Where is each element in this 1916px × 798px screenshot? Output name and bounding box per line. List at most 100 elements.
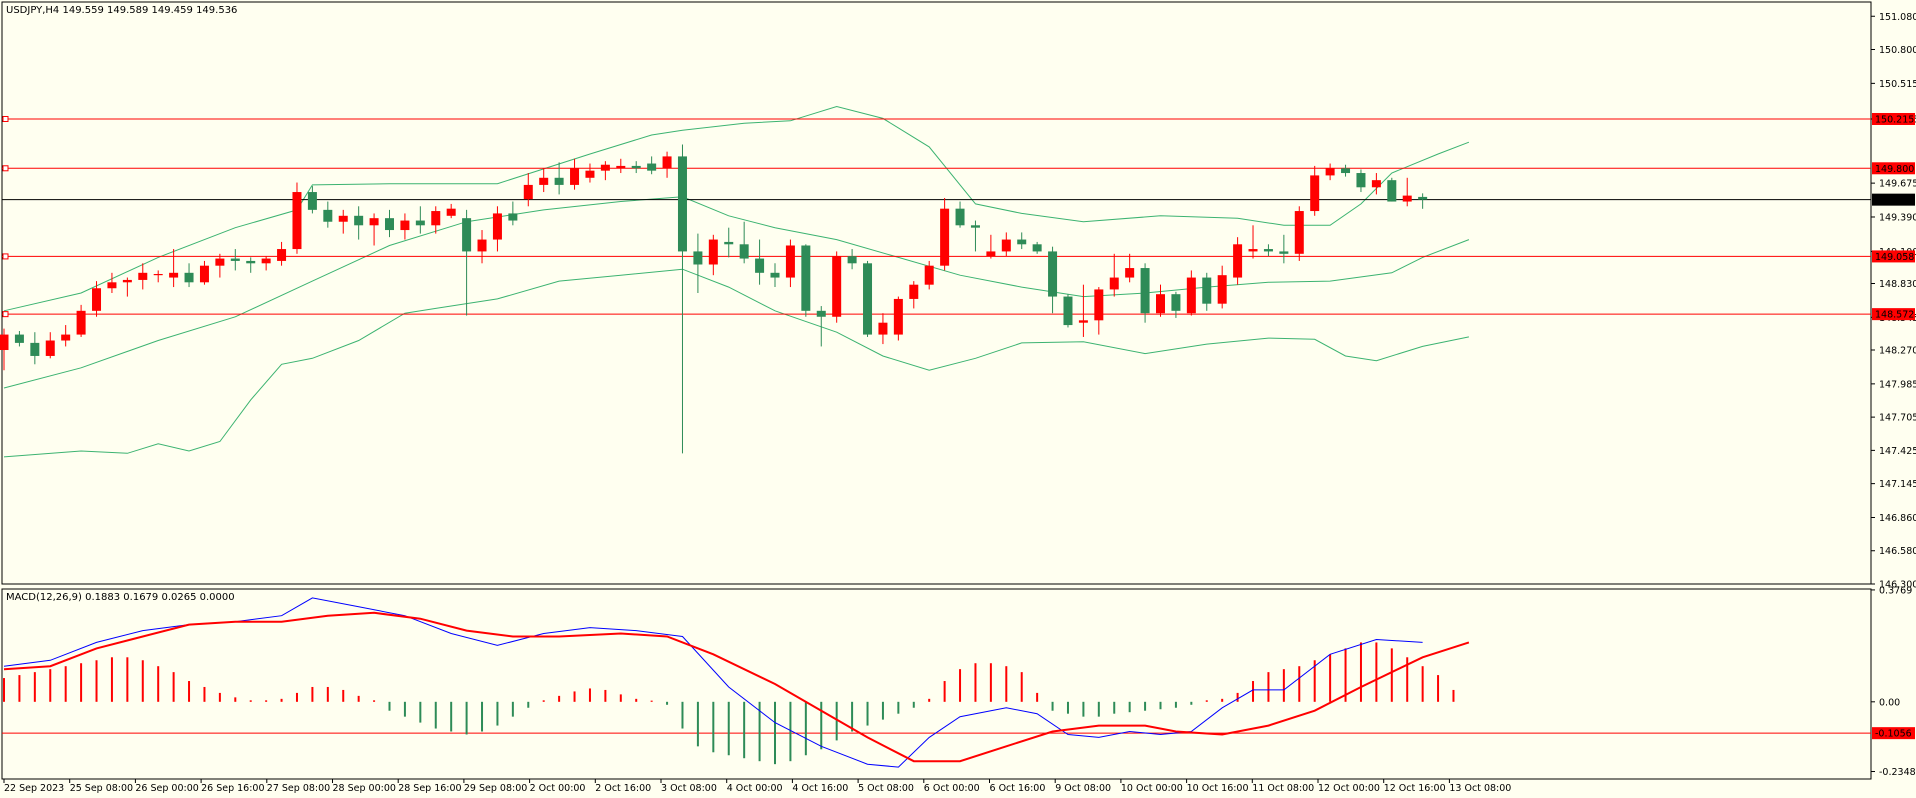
macd-title: MACD(12,26,9) 0.1883 0.1679 0.0265 0.000… — [6, 592, 235, 603]
price-chart-title: USDJPY,H4 149.559 149.589 149.459 149.53… — [6, 5, 237, 16]
candle-body — [1063, 296, 1073, 326]
time-axis-label: 5 Oct 08:00 — [858, 783, 914, 794]
level-price-label: 148.572 — [1875, 310, 1914, 321]
candle-body — [1233, 244, 1243, 278]
candle-body — [385, 218, 394, 231]
level-line-handle — [2, 311, 9, 318]
candle-body — [1387, 180, 1397, 202]
candle-body — [138, 272, 148, 280]
candle-body — [492, 213, 502, 240]
candle-body — [169, 272, 179, 278]
macd-panel-frame — [1, 588, 1872, 780]
candle-body — [970, 225, 980, 228]
candle-body — [184, 272, 194, 283]
candle-body — [0, 334, 9, 351]
time-axis-label: 3 Oct 08:00 — [661, 783, 717, 794]
candle-body — [45, 340, 55, 356]
candle-body — [539, 177, 549, 185]
time-axis-label: 4 Oct 00:00 — [727, 783, 783, 794]
candle-body — [30, 342, 40, 356]
level-price-label: 149.800 — [1875, 164, 1914, 175]
current-price-tag — [1872, 193, 1915, 206]
price-axis-label: 150.800 — [1879, 45, 1916, 56]
price-axis-label: 146.580 — [1879, 546, 1916, 557]
time-axis-label: 9 Oct 08:00 — [1055, 783, 1111, 794]
candle-body — [153, 273, 163, 276]
time-axis-label: 22 Sep 2023 — [4, 783, 64, 794]
candle-body — [230, 258, 240, 261]
candle-body — [400, 220, 410, 231]
candle-body — [986, 251, 996, 257]
candle-body — [631, 165, 641, 169]
time-axis-label: 2 Oct 00:00 — [530, 783, 586, 794]
candle-body — [863, 263, 873, 335]
candle-body — [431, 211, 441, 226]
candle-body — [323, 209, 333, 222]
time-axis-label: 13 Oct 08:00 — [1449, 783, 1511, 794]
candle-body — [277, 249, 287, 261]
candle-body — [909, 284, 919, 299]
candle-body — [1248, 249, 1258, 252]
candle-body — [1171, 294, 1181, 311]
candle-body — [1140, 268, 1150, 314]
time-axis-label: 28 Sep 00:00 — [333, 783, 396, 794]
price-axis-label: 148.830 — [1879, 279, 1916, 290]
level-line-handle — [2, 253, 9, 260]
price-axis-label: 149.390 — [1879, 212, 1916, 223]
candle-body — [1032, 244, 1042, 252]
candle-body — [415, 220, 425, 226]
candle-body — [693, 251, 703, 265]
candle-body — [785, 245, 795, 278]
candle-body — [307, 192, 317, 210]
bollinger-middle-line — [3, 196, 1470, 389]
current-price-label: 149.536 — [1875, 195, 1914, 206]
candle-body — [1402, 195, 1412, 202]
candle-body — [1001, 239, 1011, 252]
candle-body — [292, 192, 302, 250]
candle-body — [600, 164, 610, 171]
macd-axis-label: -0.2348 — [1879, 767, 1916, 778]
price-axis-label: 146.860 — [1879, 513, 1916, 524]
price-axis-label: 148.270 — [1879, 346, 1916, 357]
candle-body — [616, 165, 626, 169]
candle-body — [354, 215, 364, 226]
price-axis-label: 146.300 — [1879, 580, 1916, 591]
level-price-tag — [1872, 112, 1915, 125]
candle-body — [1048, 251, 1058, 297]
time-axis-label: 26 Sep 16:00 — [201, 783, 264, 794]
candle-body — [523, 184, 533, 200]
macd-axis-label: 0.3769 — [1879, 585, 1912, 596]
macd-level-label: -0.1056 — [1875, 729, 1912, 740]
candle-body — [955, 208, 965, 226]
time-axis-label: 29 Sep 08:00 — [464, 783, 527, 794]
candle-body — [662, 156, 672, 169]
candle-body — [1371, 180, 1381, 188]
level-price-tag — [1872, 162, 1915, 175]
level-price-label: 150.215 — [1875, 114, 1914, 125]
level-price-tag — [1872, 250, 1915, 263]
candle-body — [199, 265, 209, 283]
candle-body — [61, 334, 71, 341]
candle-body — [1202, 277, 1212, 304]
candle-body — [446, 208, 456, 216]
price-axis-label: 150.515 — [1879, 79, 1916, 90]
time-axis-label: 12 Oct 16:00 — [1384, 783, 1446, 794]
candle-body — [76, 310, 86, 335]
macd-level-tag — [1872, 727, 1915, 740]
candle-body — [1078, 320, 1088, 323]
candle-body — [708, 239, 718, 265]
candle-body — [261, 258, 271, 264]
level-price-tag — [1872, 308, 1915, 321]
candle-body — [1125, 268, 1135, 278]
time-axis-label: 26 Sep 00:00 — [135, 783, 198, 794]
time-axis-label: 4 Oct 16:00 — [792, 783, 848, 794]
candle-body — [770, 272, 780, 278]
macd-signal-line — [3, 611, 1470, 763]
candle-body — [508, 213, 518, 221]
candle-body — [246, 260, 256, 264]
price-axis-label: 147.145 — [1879, 479, 1916, 490]
candle-body — [647, 163, 657, 171]
macd-main-line — [3, 597, 1423, 768]
